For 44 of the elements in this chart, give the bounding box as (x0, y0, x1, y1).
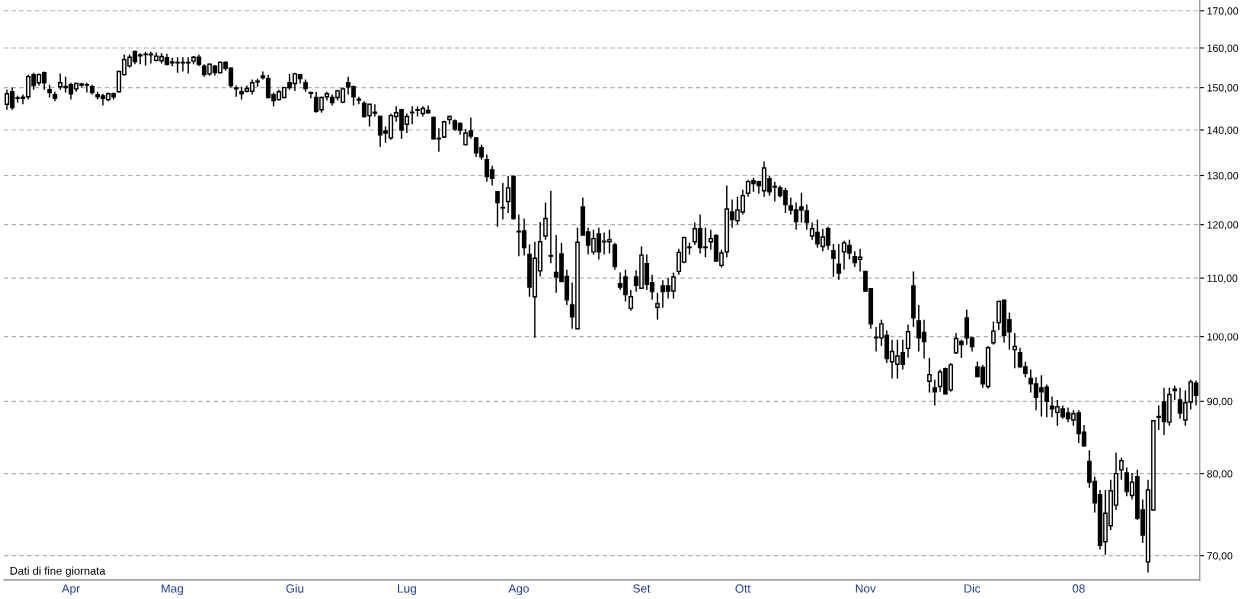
x-tick-label: Ott (735, 584, 751, 593)
x-tick-label: Nov (855, 584, 876, 593)
candlestick (991, 320, 996, 346)
x-tick-label: Mag (161, 584, 183, 595)
x-tick-label: Dic (964, 584, 981, 593)
y-tick-label: 70,00 (1207, 552, 1233, 561)
candlestick (1028, 368, 1034, 394)
y-tick-label: 140,00 (1207, 126, 1239, 136)
y-tick-label: 160,00 (1207, 44, 1239, 54)
candlestick (1119, 457, 1124, 481)
candlestick (660, 279, 666, 309)
x-tick-label: Lug (397, 584, 416, 595)
candlestick (260, 70, 266, 81)
candlestick (916, 304, 922, 353)
x-tick-label: Apr (61, 584, 80, 595)
y-tick-label: 110,00 (1207, 274, 1238, 284)
y-tick-label: 120,00 (1207, 221, 1239, 230)
candlestick (1156, 404, 1162, 431)
candlestick (543, 201, 548, 241)
candlestick (516, 213, 522, 257)
y-tick-label: 170,00 (1207, 7, 1239, 16)
y-tick-label: 130,00 (1207, 172, 1239, 181)
y-tick-label: 80,00 (1207, 470, 1233, 479)
candlestick (932, 379, 938, 407)
x-tick-label: Giu (286, 584, 304, 593)
candlestick (836, 243, 842, 281)
candlestick (655, 292, 660, 321)
candlestick (628, 289, 634, 312)
candlestick (495, 191, 500, 228)
y-tick-label: 100,00 (1207, 333, 1239, 342)
candlestick (41, 70, 47, 91)
candlestick (964, 308, 970, 346)
annotation: Dati di fine giornata (10, 566, 106, 577)
y-tick-label: 150,00 (1207, 84, 1239, 93)
candlestick (500, 182, 506, 221)
x-tick-label: Set (633, 584, 651, 593)
candlestick (1124, 466, 1130, 498)
candlestick (831, 243, 836, 278)
candlestick (1012, 332, 1018, 369)
candlestick (927, 357, 932, 394)
candlestick (548, 190, 554, 264)
x-tick-label: Ago (508, 584, 529, 595)
y-tick-label: 90,00 (1207, 397, 1233, 407)
x-tick-label: 08 (1072, 584, 1085, 593)
